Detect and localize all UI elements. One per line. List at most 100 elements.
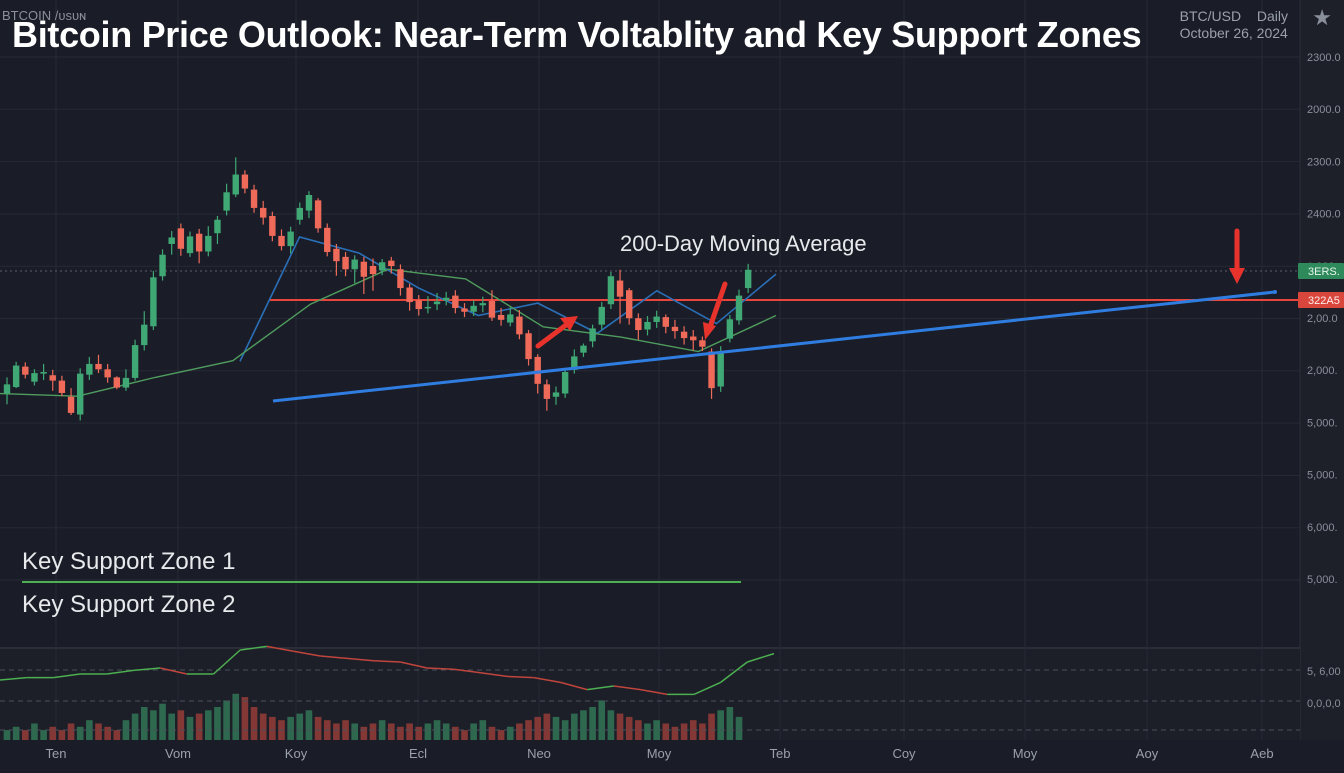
candle-body[interactable] [86,363,93,375]
volume-bar [168,713,175,740]
candle-body[interactable] [708,351,715,389]
candle-body[interactable] [168,237,175,244]
candle-body[interactable] [699,340,706,347]
candle-body[interactable] [122,377,130,388]
candle-body[interactable] [525,333,532,360]
candle-body[interactable] [735,295,743,321]
candle-body[interactable] [516,316,523,335]
candle-body[interactable] [433,301,441,305]
candle-body[interactable] [351,259,358,270]
candle-body[interactable] [95,363,102,370]
volume-bar [177,710,185,740]
candle-body[interactable] [415,300,422,310]
candle-body[interactable] [324,227,331,253]
candle-body[interactable] [3,384,11,394]
candle-body[interactable] [159,254,166,277]
star-icon[interactable]: ★ [1312,6,1332,31]
candle-body[interactable] [644,321,651,330]
arrow-down-icon [703,281,728,340]
candle-body[interactable] [333,248,340,262]
candle-body[interactable] [113,377,120,388]
candle-body[interactable] [223,192,230,211]
candle-body[interactable] [141,324,148,346]
candle-body[interactable] [250,189,258,208]
candle-body[interactable] [461,308,468,312]
candle-body[interactable] [589,328,596,342]
candle-body[interactable] [241,174,249,189]
candle-body[interactable] [49,375,56,381]
volume-bar [49,726,57,740]
candle-body[interactable] [314,200,322,229]
candle-body[interactable] [690,336,697,341]
time-axis-ticks: Ten Vom Koy Ecl Neo Moy Teb Coy Moy Aoy Aeb [46,746,1274,761]
candle-body[interactable] [369,266,377,275]
candle-body[interactable] [671,326,679,332]
candle-body[interactable] [543,384,551,399]
candle-body[interactable] [507,314,514,323]
candle-body[interactable] [452,295,459,308]
candle-body[interactable] [77,373,84,415]
candle-body[interactable] [305,194,313,211]
candle-body[interactable] [488,300,496,318]
candle-body[interactable] [342,256,349,270]
candle-body[interactable] [177,228,185,249]
candle-body[interactable] [717,352,724,387]
candle-body[interactable] [40,372,47,374]
candle-body[interactable] [67,396,75,413]
volume-axis-label: 0,0,0,0 [1307,698,1341,710]
candle-body[interactable] [534,356,541,384]
candle-body[interactable] [269,215,276,236]
candle-body[interactable] [607,276,615,305]
candle-body[interactable] [378,262,386,271]
oscillator-segment [266,645,294,652]
candle-body[interactable] [580,345,587,353]
candle-body[interactable] [479,303,486,306]
oscillator-segment [53,673,81,679]
candle-body[interactable] [470,305,477,312]
candle-body[interactable] [497,314,505,320]
trendline[interactable] [272,290,1276,403]
candle-body[interactable] [424,306,432,309]
pair-name[interactable]: BTC/USD [1179,8,1242,24]
candle-body[interactable] [680,331,688,339]
oscillator-segment [587,685,614,691]
candle-body[interactable] [186,236,194,254]
candle-body[interactable] [58,380,66,393]
candle-body[interactable] [571,356,578,370]
candle-body[interactable] [296,207,303,220]
candle-body[interactable] [635,318,642,331]
candle-body[interactable] [12,365,20,388]
candle-body[interactable] [626,290,633,319]
candle-body[interactable] [104,369,111,378]
candle-body[interactable] [205,235,212,252]
candle-body[interactable] [561,372,569,394]
volume-bar [598,700,606,740]
candle-body[interactable] [616,280,624,297]
volume-bar [625,716,633,740]
candle-body[interactable] [406,287,413,303]
candle-body[interactable] [22,366,29,375]
oscillator-segment [159,667,187,675]
candle-body[interactable] [150,277,157,327]
candle-body[interactable] [662,317,669,327]
candle-body[interactable] [260,207,267,218]
candle-body[interactable] [360,261,368,277]
candle-body[interactable] [552,392,560,397]
interval[interactable]: Daily [1256,8,1288,24]
candle-body[interactable] [287,231,294,247]
candle-body[interactable] [195,233,203,252]
candle-body[interactable] [598,306,605,325]
candle-body[interactable] [397,269,404,289]
candle-body[interactable] [232,174,239,195]
candle-body[interactable] [31,373,38,382]
candle-body[interactable] [443,297,450,301]
candle-body[interactable] [726,319,734,339]
candle-body[interactable] [131,345,139,378]
candle-body[interactable] [744,269,752,289]
candle-body[interactable] [278,235,285,247]
candle-body[interactable] [214,219,221,234]
candles[interactable] [3,157,752,421]
candle-body[interactable] [388,260,395,267]
candle-body[interactable] [653,316,660,322]
